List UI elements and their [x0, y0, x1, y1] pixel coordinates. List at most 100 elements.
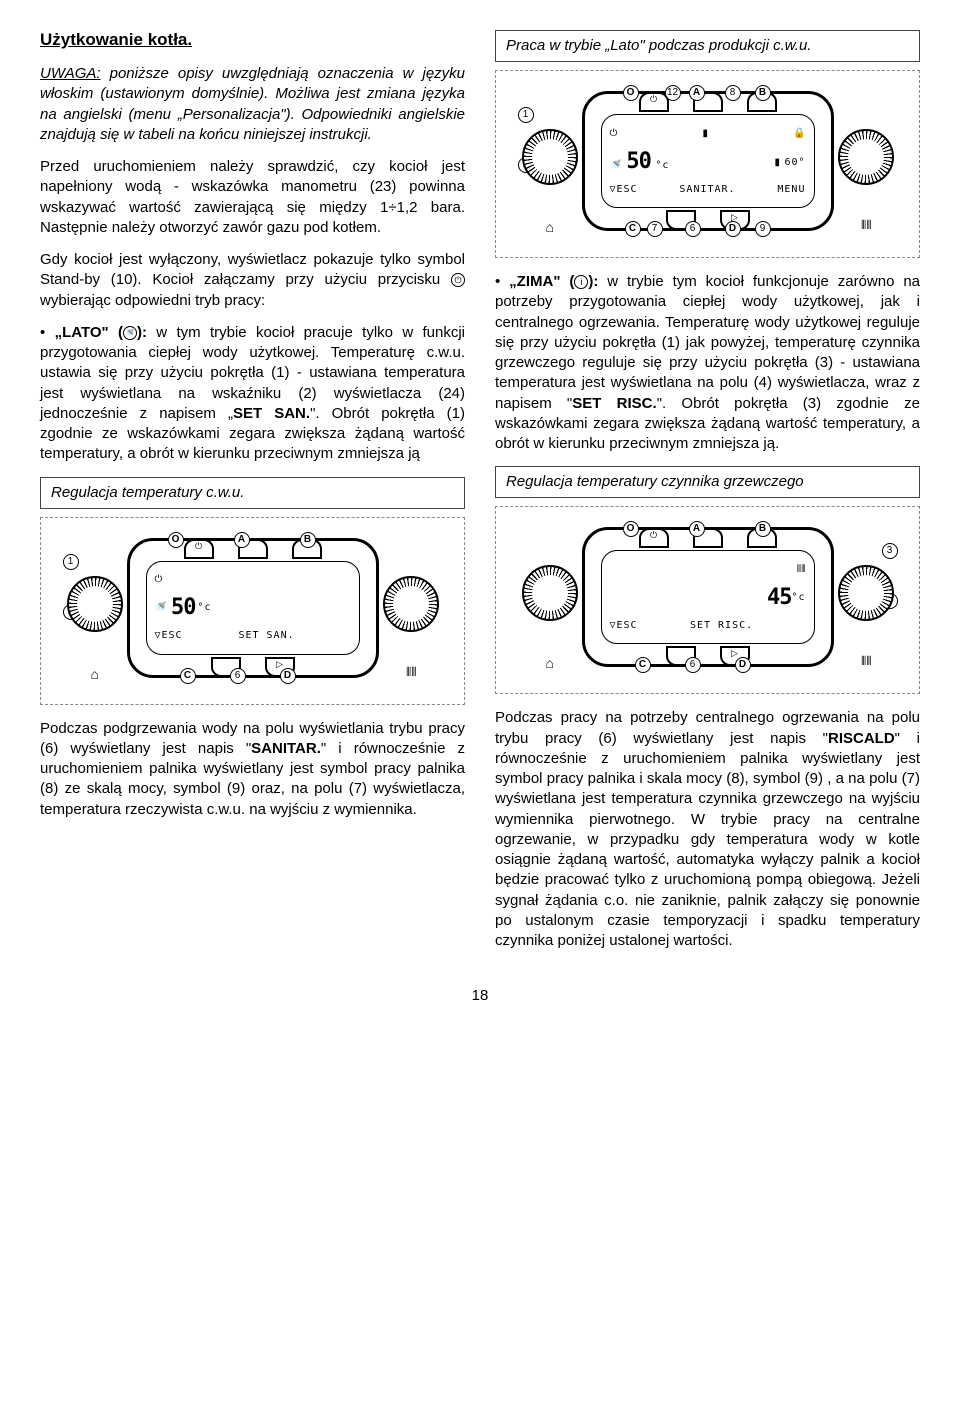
fig2-n8: 8: [725, 85, 741, 101]
fig1-dial-left[interactable]: [67, 576, 123, 632]
page-number: 18: [40, 987, 920, 1004]
fig2-n9: 9: [755, 221, 771, 237]
fig1-n6: 6: [230, 668, 246, 684]
fig2-screen: ⏻ ▮ 🔒 🚿 50 °c ▮ 60°: [601, 114, 815, 208]
fig2-btn-O[interactable]: ⏻: [639, 92, 669, 112]
bullet: •: [40, 324, 55, 341]
fig3-O: O: [623, 521, 639, 537]
fig3-panel: 3 4 ⌂ ⦀⦀ ⏻ O A B ⦀⦀: [518, 515, 898, 685]
fig2-A: A: [689, 85, 705, 101]
fig2-B: B: [755, 85, 771, 101]
fig3-btn-O[interactable]: ⏻: [639, 528, 669, 548]
zima-label: „ZIMA" (: [509, 273, 574, 290]
fig3-dial-left[interactable]: [522, 565, 578, 621]
fig1-big: 50: [171, 595, 196, 620]
fig1-esc: ▽ESC: [155, 630, 183, 641]
power-icon: ⏻: [451, 273, 465, 287]
fig3-text: SET RISC.: [690, 620, 753, 631]
precheck-paragraph: Przed uruchomieniem należy sprawdzić, cz…: [40, 157, 465, 238]
warning-label: UWAGA:: [40, 65, 101, 82]
riscald-paragraph: Podczas pracy na potrzeby centralnego og…: [495, 708, 920, 951]
radiator-icon-2: ⦀⦀: [861, 218, 872, 233]
lato-paragraph: • „LATO" (🚿): w tym trybie kocioł pracuj…: [40, 323, 465, 465]
fig2-dial-right[interactable]: [838, 129, 894, 185]
fig1-dial-right[interactable]: [383, 576, 439, 632]
fig3-n6: 6: [685, 657, 701, 673]
zima-text-d: w trybie tym kocioł funkcjonuje zarówno …: [495, 273, 920, 412]
fig2-n1: 1: [518, 107, 534, 123]
fig2-n12: 12: [665, 85, 681, 101]
house-icon-2: ⌂: [546, 219, 554, 235]
fig3-big: 45: [767, 585, 792, 610]
house-icon: ⌂: [91, 666, 99, 682]
fig3-D: D: [735, 657, 751, 673]
fig1-O: O: [168, 532, 184, 548]
warning-paragraph: UWAGA: poniższe opisy uwzględniają oznac…: [40, 64, 465, 145]
fig3-diagram: 3 4 ⌂ ⦀⦀ ⏻ O A B ⦀⦀: [495, 506, 920, 694]
fig3-unit: °c: [791, 592, 805, 603]
fig3-caption-box: Regulacja temperatury czynnika grzewczeg…: [495, 466, 920, 498]
fig1-diagram: 1 2 ⌂ ⦀⦀ ⏻ O A B ⏻: [40, 517, 465, 705]
fig3-screen: ⦀⦀ 45 °c ▽ESC SET RISC.: [601, 550, 815, 644]
fig1-C: C: [180, 668, 196, 684]
radiator-icon-3: ⦀⦀: [861, 654, 872, 669]
fig2-panel: 1 2 ⌂ ⦀⦀ ⏻ O 12 A 8 B: [518, 79, 898, 249]
fig3-frame: ⏻ O A B ⦀⦀ 45 °c: [582, 527, 834, 667]
info-icon: i: [574, 275, 588, 289]
riscald-c: " i równocześnie z uruchomieniem palnika…: [495, 730, 920, 950]
fig2-menu: MENU: [777, 184, 805, 195]
tap-icon: 🚿: [123, 326, 137, 340]
zima-paragraph: • „ZIMA" (i): w trybie tym kocioł funkcj…: [495, 272, 920, 454]
standby-paragraph: Gdy kocioł jest wyłączony, wyświetlacz p…: [40, 250, 465, 311]
page-heading: Użytkowanie kotła.: [40, 30, 465, 50]
fig3-esc: ▽ESC: [610, 620, 638, 631]
fig2-caption: Praca w trybie „Lato" podczas produkcji …: [506, 37, 811, 54]
fig1-panel: 1 2 ⌂ ⦀⦀ ⏻ O A B ⏻: [63, 526, 443, 696]
set-risc-label: SET RISC.: [572, 395, 656, 412]
house-icon-3: ⌂: [546, 655, 554, 671]
fig1-btn-O[interactable]: ⏻: [184, 539, 214, 559]
fig1-screen: ⏻ 🚿 50 °c ▽ESC SET SAN.: [146, 561, 360, 655]
lato-label: „LATO" (: [55, 324, 123, 341]
fig2-n6: 6: [685, 221, 701, 237]
fig2-small: 60°: [784, 157, 805, 168]
zima-close: ):: [588, 273, 598, 290]
fig1-text: SET SAN.: [238, 630, 294, 641]
fig3-dial-right[interactable]: [838, 565, 894, 621]
fig2-big: 50: [626, 149, 651, 174]
fig2-n7: 7: [647, 221, 663, 237]
fig3-A: A: [689, 521, 705, 537]
fig3-caption: Regulacja temperatury czynnika grzewczeg…: [506, 473, 804, 490]
fig1-B: B: [300, 532, 316, 548]
fig1-unit: °c: [197, 602, 211, 613]
fig1-D: D: [280, 668, 296, 684]
sanitar-paragraph: Podczas podgrzewania wody na polu wyświe…: [40, 719, 465, 820]
fig2-D: D: [725, 221, 741, 237]
set-san-label: SET SAN.: [233, 405, 310, 422]
warning-text: poniższe opisy uwzględniają oznaczenia w…: [40, 65, 465, 143]
fig1-caption-box: Regulacja temperatury c.w.u.: [40, 477, 465, 509]
fig2-C: C: [625, 221, 641, 237]
radiator-icon: ⦀⦀: [406, 665, 417, 680]
fig2-O: O: [623, 85, 639, 101]
fig3-C: C: [635, 657, 651, 673]
fig1-A: A: [234, 532, 250, 548]
standby-text-a: Gdy kocioł jest wyłączony, wyświetlacz p…: [40, 251, 465, 288]
standby-text-b: wybierając odpowiedni tryb pracy:: [40, 292, 265, 309]
sanitar-label: SANITAR.: [251, 740, 321, 757]
lato-close: ):: [137, 324, 147, 341]
callout-1: 1: [63, 554, 79, 570]
fig2-diagram: 1 2 ⌂ ⦀⦀ ⏻ O 12 A 8 B: [495, 70, 920, 258]
left-column: Użytkowanie kotła. UWAGA: poniższe opisy…: [40, 30, 465, 963]
fig2-esc: ▽ESC: [610, 184, 638, 195]
fig1-caption: Regulacja temperatury c.w.u.: [51, 484, 244, 501]
fig3-B: B: [755, 521, 771, 537]
fig2-dial-left[interactable]: [522, 129, 578, 185]
fig3-n3: 3: [882, 543, 898, 559]
riscald-label: RISCALD: [828, 730, 895, 747]
fig2-caption-box: Praca w trybie „Lato" podczas produkcji …: [495, 30, 920, 62]
fig1-frame: ⏻ O A B ⏻ 🚿 50 °c: [127, 538, 379, 678]
fig2-frame: ⏻ O 12 A 8 B ⏻ ▮ 🔒: [582, 91, 834, 231]
zima-bullet: •: [495, 273, 509, 290]
fig2-text: SANITAR.: [679, 184, 735, 195]
